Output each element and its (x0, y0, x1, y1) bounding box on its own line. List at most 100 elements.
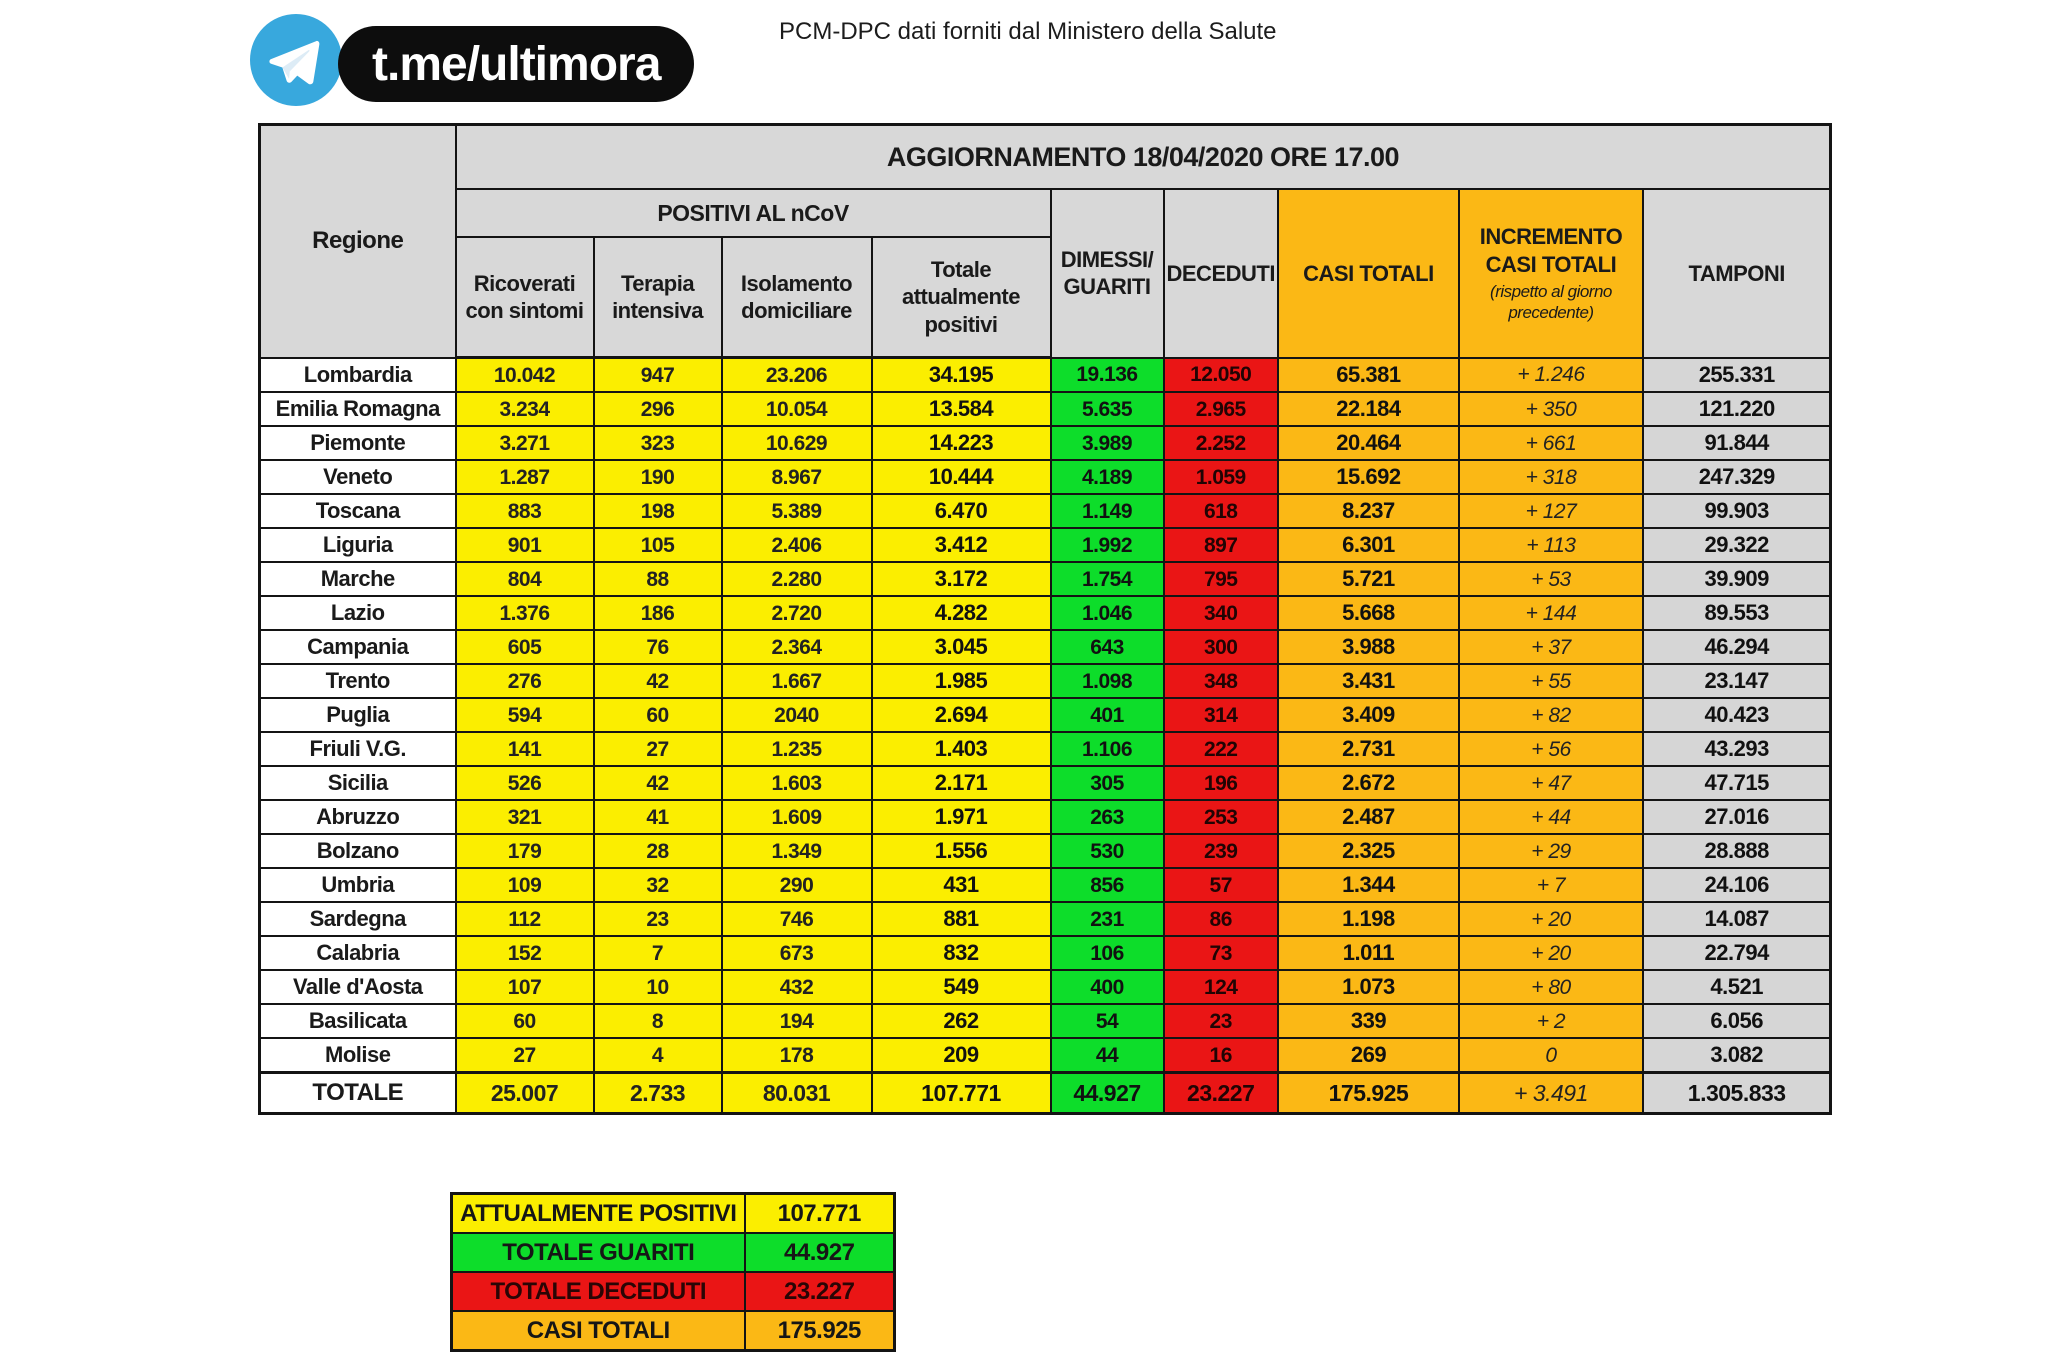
cell-isolamento: 10.054 (720, 391, 873, 427)
region-name: Bolzano (258, 833, 457, 869)
cell-dimessi-guariti: 1.149 (1049, 493, 1165, 529)
cell-incremento: + 29 (1457, 833, 1644, 869)
cell-ricoverati: 594 (454, 697, 595, 733)
cell-terapia-intensiva: 7 (592, 935, 723, 971)
region-row: Bolzano 179 28 1.349 1.556 530 239 2.325 + 29 28.… (258, 833, 1832, 869)
summary-label: CASI TOTALI (450, 1310, 746, 1352)
cell-dimessi-guariti: 1.992 (1049, 527, 1165, 563)
cell-dimessi-guariti: 54 (1049, 1003, 1165, 1039)
cell-totale-positivi: 3.172 (870, 561, 1052, 597)
cell-isolamento: 2.280 (720, 561, 873, 597)
cell-incremento: + 3.491 (1457, 1071, 1644, 1115)
cell-deceduti: 12.050 (1162, 356, 1279, 393)
cell-totale-positivi: 34.195 (870, 356, 1052, 393)
cell-terapia-intensiva: 10 (592, 969, 723, 1005)
cell-tamponi: 47.715 (1641, 765, 1832, 801)
cell-incremento: + 661 (1457, 425, 1644, 461)
region-row: Friuli V.G. 141 27 1.235 1.403 1.106 222 2.731 +… (258, 731, 1832, 767)
cell-terapia-intensiva: 105 (592, 527, 723, 563)
cell-terapia-intensiva: 947 (592, 356, 723, 393)
cell-dimessi-guariti: 106 (1049, 935, 1165, 971)
cell-terapia-intensiva: 32 (592, 867, 723, 903)
region-name: Campania (258, 629, 457, 665)
cell-incremento: + 113 (1457, 527, 1644, 563)
col-header-deceduti: DECEDUTI (1162, 188, 1279, 359)
region-name: Piemonte (258, 425, 457, 461)
cell-dimessi-guariti: 231 (1049, 901, 1165, 937)
cell-totale-positivi: 10.444 (870, 459, 1052, 495)
region-row: Veneto 1.287 190 8.967 10.444 4.189 1.059 15.69… (258, 459, 1832, 495)
cell-tamponi: 43.293 (1641, 731, 1832, 767)
summary-value: 23.227 (743, 1271, 896, 1312)
region-row: Piemonte 3.271 323 10.629 14.223 3.989 2.252 20… (258, 425, 1832, 461)
cell-dimessi-guariti: 400 (1049, 969, 1165, 1005)
region-name: Toscana (258, 493, 457, 529)
cell-incremento: + 47 (1457, 765, 1644, 801)
region-row: Campania 605 76 2.364 3.045 643 300 3.988 + 37 46… (258, 629, 1832, 665)
summary-label: TOTALE GUARITI (450, 1232, 746, 1273)
cell-isolamento: 1.603 (720, 765, 873, 801)
cell-totale-positivi: 1.971 (870, 799, 1052, 835)
cell-casi-totali: 2.731 (1276, 731, 1460, 767)
covid-regional-table: Regione AGGIORNAMENTO 18/04/2020 ORE 17.… (258, 123, 1833, 1115)
cell-ricoverati: 3.234 (454, 391, 595, 427)
cell-tamponi: 23.147 (1641, 663, 1832, 699)
telegram-paper-plane-icon (264, 29, 328, 91)
cell-deceduti: 73 (1162, 935, 1279, 971)
cell-tamponi: 46.294 (1641, 629, 1832, 665)
cell-dimessi-guariti: 3.989 (1049, 425, 1165, 461)
cell-casi-totali: 2.325 (1276, 833, 1460, 869)
cell-casi-totali: 15.692 (1276, 459, 1460, 495)
cell-casi-totali: 8.237 (1276, 493, 1460, 529)
cell-terapia-intensiva: 198 (592, 493, 723, 529)
col-header-incremento-main: INCREMENTO CASI TOTALI (1479, 224, 1623, 277)
cell-tamponi: 22.794 (1641, 935, 1832, 971)
cell-incremento: + 127 (1457, 493, 1644, 529)
cell-isolamento: 178 (720, 1037, 873, 1074)
cell-incremento: + 318 (1457, 459, 1644, 495)
cell-ricoverati: 152 (454, 935, 595, 971)
region-name: Trento (258, 663, 457, 699)
cell-ricoverati: 321 (454, 799, 595, 835)
cell-deceduti: 348 (1162, 663, 1279, 699)
cell-isolamento: 1.349 (720, 833, 873, 869)
cell-incremento: + 37 (1457, 629, 1644, 665)
col-header-ricoverati: Ricoverati con sintomi (454, 236, 595, 359)
cell-deceduti: 340 (1162, 595, 1279, 631)
cell-incremento: + 55 (1457, 663, 1644, 699)
cell-dimessi-guariti: 44 (1049, 1037, 1165, 1074)
region-name: Liguria (258, 527, 457, 563)
cell-totale-positivi: 2.694 (870, 697, 1052, 733)
summary-label: TOTALE DECEDUTI (450, 1271, 746, 1312)
cell-casi-totali: 2.487 (1276, 799, 1460, 835)
cell-deceduti: 2.965 (1162, 391, 1279, 427)
cell-ricoverati: 107 (454, 969, 595, 1005)
cell-terapia-intensiva: 60 (592, 697, 723, 733)
summary-row-attualmente-positivi: ATTUALMENTE POSITIVI 107.771 (450, 1192, 896, 1234)
cell-dimessi-guariti: 5.635 (1049, 391, 1165, 427)
cell-casi-totali: 269 (1276, 1037, 1460, 1074)
cell-dimessi-guariti: 1.098 (1049, 663, 1165, 699)
cell-isolamento: 2.406 (720, 527, 873, 563)
cell-terapia-intensiva: 28 (592, 833, 723, 869)
cell-casi-totali: 339 (1276, 1003, 1460, 1039)
cell-casi-totali: 65.381 (1276, 356, 1460, 393)
cell-tamponi: 91.844 (1641, 425, 1832, 461)
cell-terapia-intensiva: 2.733 (592, 1071, 723, 1115)
region-row: Basilicata 60 8 194 262 54 23 339 + 2 6.056 (258, 1003, 1832, 1039)
cell-casi-totali: 2.672 (1276, 765, 1460, 801)
region-row: Trento 276 42 1.667 1.985 1.098 348 3.431 + 55 23… (258, 663, 1832, 699)
cell-ricoverati: 60 (454, 1003, 595, 1039)
cell-totale-positivi: 3.045 (870, 629, 1052, 665)
region-row: Valle d'Aosta 107 10 432 549 400 124 1.073 + 80 4… (258, 969, 1832, 1005)
cell-terapia-intensiva: 76 (592, 629, 723, 665)
cell-deceduti: 2.252 (1162, 425, 1279, 461)
cell-ricoverati: 109 (454, 867, 595, 903)
cell-ricoverati: 25.007 (454, 1071, 595, 1115)
cell-terapia-intensiva: 88 (592, 561, 723, 597)
telegram-channel-link[interactable]: t.me/ultimora (338, 26, 695, 102)
cell-casi-totali: 1.198 (1276, 901, 1460, 937)
cell-terapia-intensiva: 296 (592, 391, 723, 427)
cell-ricoverati: 276 (454, 663, 595, 699)
